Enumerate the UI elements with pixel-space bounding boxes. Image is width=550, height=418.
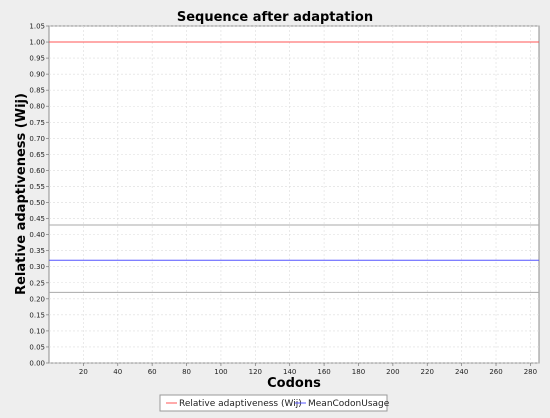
x-tick-label: 200 <box>386 368 399 376</box>
y-tick-label: 0.40 <box>29 231 45 239</box>
x-tick-label: 220 <box>421 368 434 376</box>
y-tick-label: 0.55 <box>29 183 45 191</box>
x-tick-label: 240 <box>455 368 468 376</box>
y-tick-label: 0.20 <box>29 295 45 303</box>
legend-box <box>159 394 388 412</box>
y-axis-ticks: 0.00 0.05 0.10 0.15 0.20 0.25 0.30 0.35 0.40 0.45… <box>29 23 49 368</box>
y-tick-label: 0.85 <box>29 87 45 95</box>
x-tick-label: 80 <box>182 368 191 376</box>
x-axis-ticks: 20 40 60 80 100 120 140 160 180 200 220 240 260 280 <box>79 363 537 376</box>
y-axis-label: Relative adaptiveness (Wij) <box>14 93 29 295</box>
y-tick-label: 0.50 <box>29 199 45 207</box>
legend-label: Relative adaptiveness (Wij) <box>179 399 302 409</box>
y-tick-label: 0.60 <box>29 167 45 175</box>
y-tick-label: 0.75 <box>29 119 45 127</box>
series-lines <box>49 41 539 261</box>
y-tick-label: 0.45 <box>29 215 45 223</box>
reference-lines <box>49 224 539 293</box>
x-tick-label: 20 <box>79 368 88 376</box>
x-tick-label: 180 <box>352 368 365 376</box>
y-tick-label: 0.90 <box>29 71 45 79</box>
legend: Relative adaptiveness (Wij) MeanCodonUsag… <box>159 394 390 412</box>
y-tick-label: 0.65 <box>29 151 45 159</box>
x-tick-label: 60 <box>148 368 157 376</box>
x-tick-label: 140 <box>283 368 296 376</box>
x-tick-label: 100 <box>214 368 227 376</box>
y-tick-label: 0.00 <box>29 360 45 368</box>
x-tick-label: 40 <box>113 368 122 376</box>
y-tick-label: 1.05 <box>29 23 45 31</box>
y-tick-label: 0.05 <box>29 343 45 351</box>
y-tick-label: 0.10 <box>29 327 45 335</box>
y-tick-label: 0.30 <box>29 263 45 271</box>
y-tick-label: 0.80 <box>29 103 45 111</box>
x-tick-label: 260 <box>489 368 502 376</box>
x-tick-label: 120 <box>249 368 262 376</box>
y-tick-label: 0.95 <box>29 55 45 63</box>
legend-label: MeanCodonUsage <box>308 399 390 409</box>
y-tick-label: 0.15 <box>29 311 45 319</box>
x-axis-label: Codons <box>267 376 321 391</box>
y-tick-label: 0.25 <box>29 279 45 287</box>
y-tick-label: 0.70 <box>29 135 45 143</box>
x-tick-label: 280 <box>524 368 537 376</box>
x-tick-label: 160 <box>317 368 330 376</box>
y-tick-label: 0.35 <box>29 247 45 255</box>
grid <box>49 25 539 364</box>
chart-title: Sequence after adaptation <box>177 10 373 25</box>
y-tick-label: 1.00 <box>29 39 45 47</box>
plot-area <box>48 25 540 364</box>
